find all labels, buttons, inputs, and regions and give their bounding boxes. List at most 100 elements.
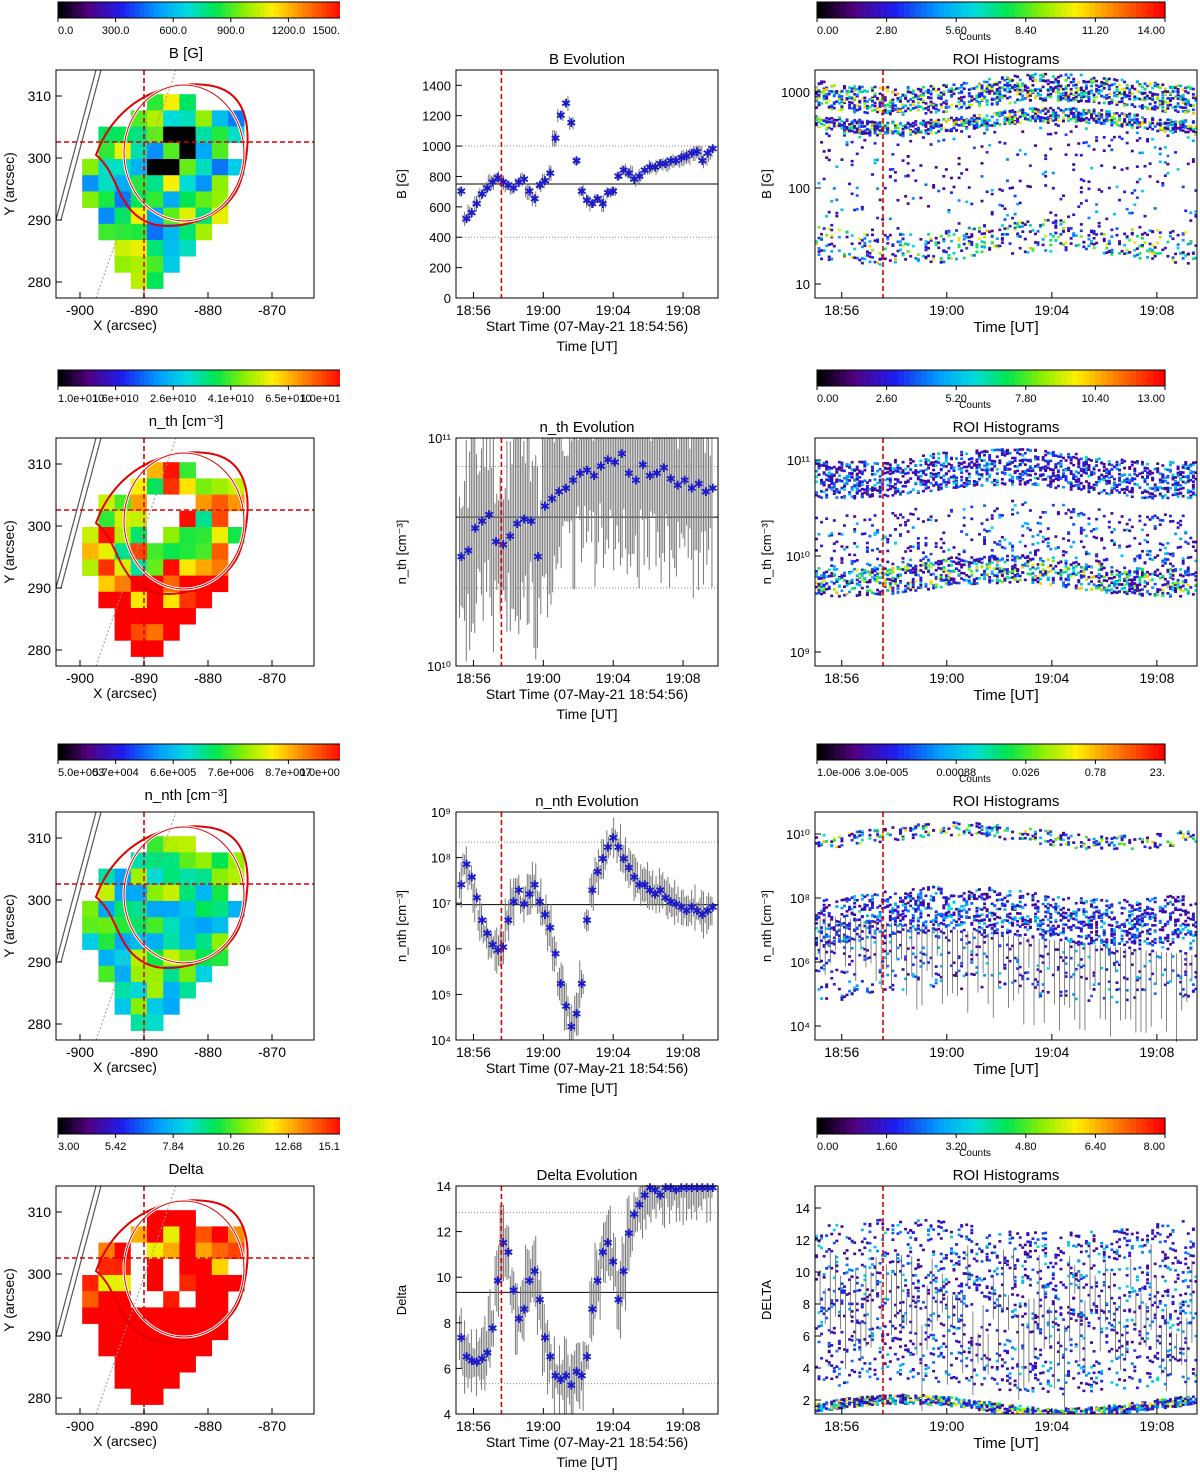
hist-bin: [1172, 87, 1175, 90]
colorbar-segment: [183, 370, 188, 386]
hist-bin: [1123, 233, 1126, 236]
hist-bin: [833, 565, 836, 568]
hist-bin: [1024, 459, 1027, 462]
hist-bin: [853, 93, 856, 96]
hist-bin: [983, 124, 986, 127]
hist-bin: [968, 123, 971, 126]
hist-bin: [894, 179, 897, 182]
hist-bin: [1182, 121, 1185, 124]
hist-bin: [942, 175, 945, 178]
hist-bin: [917, 96, 920, 99]
hist-bin: [927, 459, 930, 462]
hist-bin: [1126, 142, 1129, 145]
hist-bin: [953, 119, 956, 122]
hist-bin: [1187, 163, 1190, 166]
hist-bin: [851, 487, 854, 490]
hist-bin: [876, 580, 879, 583]
hist-bin: [963, 243, 966, 246]
hist-bin: [925, 102, 928, 105]
hist-bin: [1172, 237, 1175, 240]
hist-bin: [981, 233, 984, 236]
hist-bin: [907, 86, 910, 89]
hist-bin: [998, 95, 1001, 98]
hist-bin: [833, 245, 836, 248]
hist-bin: [1138, 85, 1141, 88]
hist-bin: [937, 109, 940, 112]
hist-bin: [830, 575, 833, 578]
hist-bin: [940, 576, 943, 579]
hist-bin: [874, 86, 877, 89]
hist-bin: [861, 86, 864, 89]
hist-bin: [820, 141, 823, 144]
hist-bin: [1098, 121, 1101, 124]
hist-bin: [856, 187, 859, 190]
hist-bin: [983, 572, 986, 575]
hist-bin: [937, 488, 940, 491]
hist-bin: [1001, 514, 1004, 517]
hist-bin: [851, 234, 854, 237]
hist-bin: [978, 114, 981, 117]
hist-bin: [1192, 112, 1195, 115]
hist-bin: [1077, 100, 1080, 103]
hist-bin: [1085, 121, 1088, 124]
hist-bin: [983, 454, 986, 457]
hist-bin: [876, 262, 879, 265]
hist-bin: [1156, 106, 1159, 109]
hist-bin: [1024, 117, 1027, 120]
hist-bin: [896, 587, 899, 590]
colorbar-tick-label: 1.0e+011: [301, 393, 340, 405]
hist-bin: [840, 158, 843, 161]
hist-bin: [830, 258, 833, 261]
evolution-panel-1: ✱✱✱✱✱✱✱✱✱✱✱✱✱✱✱✱✱✱✱✱✱✱✱✱✱✱✱✱✱✱✱✱✱✱✱✱✱10¹…: [370, 368, 740, 730]
hist-bin: [1044, 117, 1047, 120]
hist-bin: [909, 589, 912, 592]
map-pixel: [179, 543, 196, 560]
hist-bin: [861, 483, 864, 486]
hist-bin: [1154, 125, 1157, 128]
hist-bin: [917, 130, 920, 133]
hist-bin: [965, 466, 968, 469]
hist-bin: [868, 106, 871, 109]
hist-bin: [823, 591, 826, 594]
colorbar-segment: [881, 2, 887, 18]
hist-bin: [1077, 205, 1080, 208]
hist-bin: [871, 495, 874, 498]
hist-bin: [1042, 98, 1045, 101]
hist-bin: [1077, 81, 1080, 84]
hist-bin: [858, 461, 861, 464]
hist-bin: [1014, 449, 1017, 452]
hist-bin: [950, 177, 953, 180]
hist-bin: [947, 463, 950, 466]
hist-bin: [843, 132, 846, 135]
hist-bin: [1136, 80, 1139, 83]
hist-title: ROI Histograms: [953, 51, 1060, 68]
hist-bin: [940, 538, 943, 541]
hist-bin: [818, 473, 821, 476]
hist-bin: [932, 464, 935, 467]
hist-bin: [1057, 91, 1060, 94]
hist-bin: [889, 463, 892, 466]
hist-bin: [1080, 119, 1083, 122]
hist-bin: [922, 520, 925, 523]
hist-bin: [1049, 250, 1052, 253]
hist-bin: [858, 584, 861, 587]
colorbar-segment: [87, 2, 92, 18]
hist-bin: [991, 102, 994, 105]
map-pixel: [82, 191, 99, 208]
hist-bin: [896, 143, 899, 146]
hist-bin: [996, 89, 999, 92]
map-pixel: [98, 592, 115, 609]
hist-bin: [889, 175, 892, 178]
hist-bin: [917, 105, 920, 108]
hist-bin: [1123, 104, 1126, 107]
hist-bin: [1095, 139, 1098, 142]
hist-bin: [1136, 120, 1139, 123]
hist-bin: [1161, 91, 1164, 94]
hist-bin: [963, 82, 966, 85]
hist-bin: [991, 467, 994, 470]
hist-bin: [833, 519, 836, 522]
map-pixel: [82, 527, 99, 544]
hist-bin: [818, 182, 821, 185]
hist-bin: [1100, 116, 1103, 119]
hist-bin: [835, 591, 838, 594]
